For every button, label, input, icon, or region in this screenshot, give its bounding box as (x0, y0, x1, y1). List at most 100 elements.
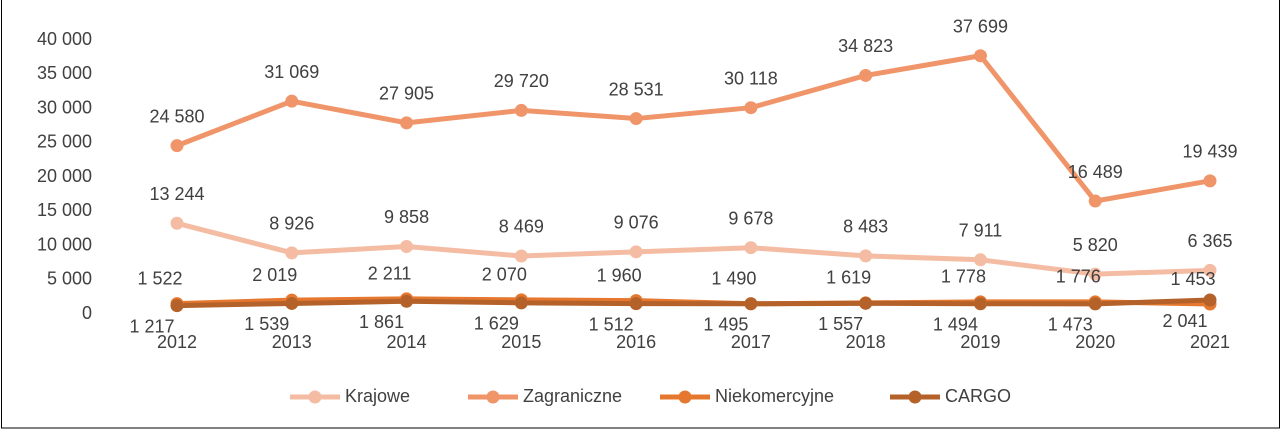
data-label: 1 539 (244, 314, 289, 334)
data-label: 1 861 (359, 312, 404, 332)
data-label: 1 495 (703, 315, 748, 335)
data-point (973, 253, 987, 267)
data-label: 1 494 (933, 315, 978, 335)
data-label: 5 820 (1073, 235, 1118, 255)
data-label: 1 473 (1048, 315, 1093, 335)
y-tick-label: 0 (82, 303, 92, 323)
data-point (1203, 174, 1217, 188)
data-point (400, 116, 414, 130)
x-tick-label: 2012 (157, 332, 197, 352)
data-point (973, 49, 987, 63)
data-point (170, 216, 184, 230)
y-tick-label: 5 000 (47, 269, 92, 289)
data-point (629, 297, 643, 311)
data-point (629, 112, 643, 126)
x-tick-label: 2018 (846, 332, 886, 352)
data-point (744, 297, 758, 311)
data-label: 16 489 (1068, 162, 1123, 182)
data-label: 27 905 (379, 84, 434, 104)
data-label: 1 960 (597, 265, 642, 285)
data-label: 1 512 (589, 314, 634, 334)
x-tick-label: 2019 (960, 332, 1000, 352)
legend-marker (678, 390, 692, 404)
data-point (285, 94, 299, 108)
data-label: 7 911 (959, 221, 1003, 241)
data-point (285, 296, 299, 310)
data-point (170, 139, 184, 153)
data-label: 1 629 (474, 314, 519, 334)
x-tick-label: 2015 (501, 332, 541, 352)
data-label: 2 041 (1162, 311, 1207, 331)
data-label: 2 019 (252, 265, 297, 285)
data-label: 9 076 (614, 213, 659, 233)
y-tick-label: 15 000 (37, 200, 92, 220)
y-tick-label: 20 000 (37, 166, 92, 186)
x-tick-label: 2017 (731, 332, 771, 352)
data-label: 2 070 (482, 265, 527, 285)
legend-label: CARGO (945, 386, 1011, 406)
x-tick-label: 2014 (387, 332, 427, 352)
data-point (859, 296, 873, 310)
legend-label: Zagraniczne (523, 386, 622, 406)
data-label: 1 522 (137, 268, 182, 288)
data-point (1088, 194, 1102, 208)
data-point (1203, 263, 1217, 277)
data-point (514, 249, 528, 263)
data-label: 13 244 (149, 184, 204, 204)
data-label: 8 926 (269, 214, 314, 234)
data-label: 9 858 (384, 207, 429, 227)
data-point (400, 239, 414, 253)
y-tick-label: 10 000 (37, 234, 92, 254)
x-tick-label: 2021 (1190, 332, 1230, 352)
data-label: 8 469 (499, 217, 544, 237)
data-label: 6 365 (1187, 231, 1232, 251)
data-label: 1 619 (826, 268, 871, 288)
series-line (176, 220, 1211, 277)
data-point (744, 101, 758, 115)
data-point (859, 249, 873, 263)
data-label: 28 531 (609, 79, 664, 99)
data-point (514, 296, 528, 310)
x-tick-label: 2016 (616, 332, 656, 352)
data-label: 29 720 (494, 71, 549, 91)
y-tick-label: 35 000 (37, 63, 92, 83)
x-tick-label: 2013 (272, 332, 312, 352)
data-point (285, 246, 299, 260)
data-label: 1 557 (818, 314, 863, 334)
data-point (629, 245, 643, 259)
data-point (1203, 293, 1217, 307)
legend-label: Niekomercyjne (715, 386, 834, 406)
data-point (744, 241, 758, 255)
data-label: 8 483 (843, 217, 888, 237)
data-point (1088, 267, 1102, 281)
series-line (176, 53, 1211, 204)
data-point (859, 68, 873, 82)
data-label: 24 580 (149, 106, 204, 126)
legend-marker (486, 390, 500, 404)
data-point (514, 103, 528, 117)
legend-label: Krajowe (345, 386, 410, 406)
legend-marker (308, 390, 322, 404)
data-label: 34 823 (838, 36, 893, 56)
data-label: 1 778 (941, 267, 986, 287)
y-tick-label: 25 000 (37, 132, 92, 152)
data-label: 19 439 (1182, 142, 1237, 162)
data-label: 1 490 (711, 269, 756, 289)
series-line (176, 297, 1211, 309)
data-point (400, 294, 414, 308)
data-point (1088, 297, 1102, 311)
data-label: 37 699 (953, 17, 1008, 37)
legend-marker (908, 390, 922, 404)
x-tick-label: 2020 (1075, 332, 1115, 352)
data-label: 1 217 (129, 316, 174, 336)
data-point (973, 297, 987, 311)
y-tick-label: 30 000 (37, 97, 92, 117)
data-point (170, 299, 184, 313)
data-label: 31 069 (264, 62, 319, 82)
data-label: 9 678 (728, 208, 773, 228)
y-tick-label: 40 000 (37, 29, 92, 49)
data-label: 2 211 (368, 264, 412, 284)
data-label: 30 118 (724, 68, 778, 88)
